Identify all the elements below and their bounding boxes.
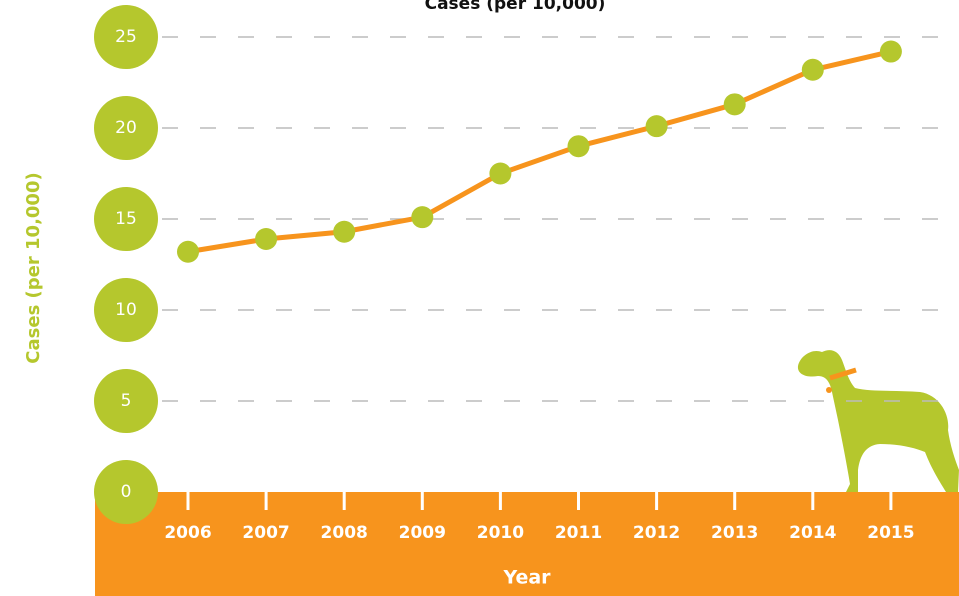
x-tick-label: 2015: [867, 523, 914, 543]
y-tick-label: 10: [115, 300, 137, 320]
x-tick-label: 2014: [789, 523, 836, 543]
data-point: [255, 228, 277, 250]
x-axis-label: Year: [502, 567, 551, 589]
data-point: [489, 163, 511, 185]
x-tick-label: 2007: [242, 523, 289, 543]
y-tick-label: 20: [115, 118, 137, 138]
x-tick-label: 2011: [555, 523, 602, 543]
y-tick-label: 5: [121, 391, 132, 411]
data-point: [880, 41, 902, 63]
y-tick-label: 15: [115, 209, 137, 229]
x-tick-label: 2013: [711, 523, 758, 543]
x-tick-label: 2010: [477, 523, 524, 543]
data-point: [724, 93, 746, 115]
y-axis-label: Cases (per 10,000): [23, 172, 44, 363]
chart-title: Cases (per 10,000): [425, 0, 606, 14]
data-point: [646, 115, 668, 137]
data-point: [802, 59, 824, 81]
y-tick-label: 0: [121, 482, 132, 502]
data-point: [411, 206, 433, 228]
chart: Cases (per 10,000) Cases (per 10,000) 0 5…: [0, 0, 959, 596]
y-tick-label: 25: [115, 27, 137, 47]
data-point: [333, 221, 355, 243]
series-line: [188, 52, 891, 252]
data-point: [568, 135, 590, 157]
data-point: [177, 241, 199, 263]
x-tick-label: 2006: [164, 523, 211, 543]
x-tick-label: 2009: [399, 523, 446, 543]
dog-body: [798, 350, 959, 492]
dog-tag: [826, 387, 832, 393]
dog-illustration: [798, 350, 959, 492]
x-tick-label: 2012: [633, 523, 680, 543]
x-tick-label: 2008: [321, 523, 368, 543]
